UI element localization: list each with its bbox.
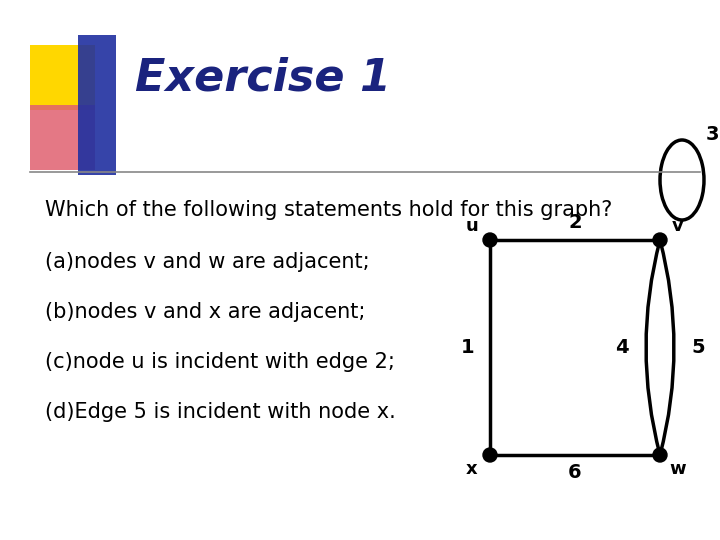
Text: 3: 3 — [706, 125, 719, 145]
Text: (b)nodes v and x are adjacent;: (b)nodes v and x are adjacent; — [45, 302, 365, 322]
Text: 1: 1 — [462, 338, 474, 357]
Text: 2: 2 — [568, 213, 582, 232]
Text: 5: 5 — [691, 338, 705, 357]
Text: u: u — [466, 217, 478, 235]
Text: (c)node u is incident with edge 2;: (c)node u is incident with edge 2; — [45, 352, 395, 372]
Text: (a)nodes v and w are adjacent;: (a)nodes v and w are adjacent; — [45, 252, 369, 272]
Bar — [30, 45, 95, 110]
Text: w: w — [670, 460, 686, 478]
Text: Exercise 1: Exercise 1 — [135, 57, 391, 99]
Bar — [78, 35, 116, 175]
Text: 6: 6 — [568, 463, 582, 483]
Text: 4: 4 — [615, 338, 629, 357]
Text: x: x — [466, 460, 478, 478]
Bar — [30, 105, 95, 170]
Circle shape — [653, 448, 667, 462]
Circle shape — [483, 233, 497, 247]
Text: v: v — [672, 217, 684, 235]
Text: Which of the following statements hold for this graph?: Which of the following statements hold f… — [45, 200, 613, 220]
Text: (d)Edge 5 is incident with node x.: (d)Edge 5 is incident with node x. — [45, 402, 396, 422]
Circle shape — [653, 233, 667, 247]
Circle shape — [483, 448, 497, 462]
